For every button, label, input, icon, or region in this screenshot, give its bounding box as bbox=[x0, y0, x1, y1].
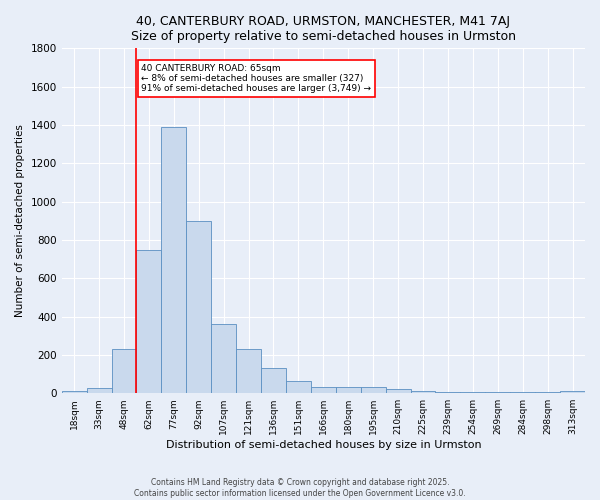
Bar bbox=[510, 392, 535, 393]
Bar bbox=[161, 127, 186, 393]
Bar bbox=[311, 386, 336, 393]
Bar bbox=[535, 392, 560, 393]
Bar bbox=[86, 388, 112, 393]
Bar bbox=[62, 392, 86, 393]
Title: 40, CANTERBURY ROAD, URMSTON, MANCHESTER, M41 7AJ
Size of property relative to s: 40, CANTERBURY ROAD, URMSTON, MANCHESTER… bbox=[131, 15, 516, 43]
Bar bbox=[112, 349, 136, 393]
Bar bbox=[211, 324, 236, 393]
Bar bbox=[261, 368, 286, 393]
Text: 40 CANTERBURY ROAD: 65sqm
← 8% of semi-detached houses are smaller (327)
91% of : 40 CANTERBURY ROAD: 65sqm ← 8% of semi-d… bbox=[142, 64, 371, 94]
Bar bbox=[410, 392, 436, 393]
Bar bbox=[186, 221, 211, 393]
Bar bbox=[386, 390, 410, 393]
Bar bbox=[336, 388, 361, 393]
Bar bbox=[560, 392, 585, 393]
Bar bbox=[236, 349, 261, 393]
Bar bbox=[460, 392, 485, 393]
Bar bbox=[286, 381, 311, 393]
X-axis label: Distribution of semi-detached houses by size in Urmston: Distribution of semi-detached houses by … bbox=[166, 440, 481, 450]
Bar bbox=[436, 392, 460, 393]
Bar bbox=[136, 250, 161, 393]
Y-axis label: Number of semi-detached properties: Number of semi-detached properties bbox=[15, 124, 25, 317]
Text: Contains HM Land Registry data © Crown copyright and database right 2025.
Contai: Contains HM Land Registry data © Crown c… bbox=[134, 478, 466, 498]
Bar bbox=[361, 388, 386, 393]
Bar bbox=[485, 392, 510, 393]
